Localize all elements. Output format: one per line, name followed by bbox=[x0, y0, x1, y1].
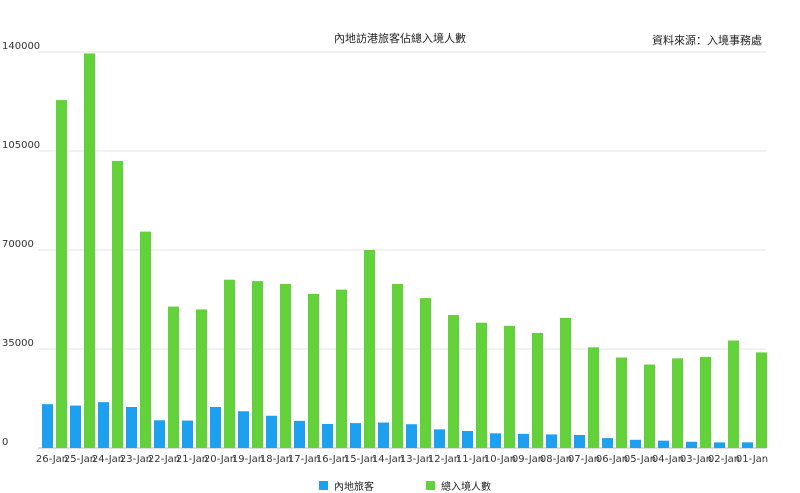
bar-total bbox=[364, 250, 375, 448]
legend-item-total: 總入境人數 bbox=[426, 478, 491, 493]
bar-total bbox=[392, 283, 403, 448]
bar-total bbox=[196, 309, 207, 448]
bar-total bbox=[672, 358, 683, 448]
legend-item-mainland: 內地旅客 bbox=[319, 478, 374, 493]
bar-total bbox=[560, 317, 571, 448]
bar-total bbox=[588, 347, 599, 448]
bar-mainland bbox=[546, 434, 557, 448]
bar-total bbox=[168, 306, 179, 448]
bar-mainland bbox=[98, 402, 109, 448]
x-tick-label: 11-Jan bbox=[456, 454, 488, 465]
bar-mainland bbox=[294, 420, 305, 448]
x-tick-label: 10-Jan bbox=[484, 454, 516, 465]
x-tick-label: 19-Jan bbox=[232, 454, 264, 465]
bar-total bbox=[476, 322, 487, 448]
chart-title: 內地訪港旅客佔總入境人數 bbox=[334, 32, 466, 45]
x-tick-label: 14-Jan bbox=[372, 454, 404, 465]
bar-mainland bbox=[350, 423, 361, 448]
bar-total bbox=[644, 364, 655, 448]
bar-mainland bbox=[490, 433, 501, 448]
bar-total bbox=[420, 298, 431, 448]
bar-total bbox=[728, 340, 739, 448]
bar-mainland bbox=[266, 415, 277, 448]
bar-total bbox=[700, 356, 711, 448]
x-tick-label: 26-Jan bbox=[36, 454, 68, 465]
bar-mainland bbox=[406, 424, 417, 448]
y-tick-label: 105000 bbox=[2, 140, 40, 151]
x-tick-label: 07-Jan bbox=[568, 454, 600, 465]
x-tick-label: 06-Jan bbox=[596, 454, 628, 465]
bar-mainland bbox=[322, 423, 333, 448]
y-tick-label: 140000 bbox=[2, 41, 40, 52]
chart-source: 資料來源：入境事務處 bbox=[652, 34, 762, 47]
bar-total bbox=[448, 315, 459, 448]
x-tick-label: 25-Jan bbox=[64, 454, 96, 465]
bar-mainland bbox=[70, 405, 81, 448]
x-tick-label: 05-Jan bbox=[624, 454, 656, 465]
bar-mainland bbox=[518, 433, 529, 448]
legend-label-total: 總入境人數 bbox=[441, 482, 491, 493]
bar-total bbox=[336, 289, 347, 448]
x-tick-label: 17-Jan bbox=[288, 454, 320, 465]
legend-label-mainland: 內地旅客 bbox=[334, 482, 374, 493]
bar-total bbox=[308, 293, 319, 448]
x-tick-label: 15-Jan bbox=[344, 454, 376, 465]
legend-swatch-total bbox=[426, 481, 435, 490]
bar-total bbox=[252, 281, 263, 448]
bar-total bbox=[112, 160, 123, 448]
bar-mainland bbox=[630, 439, 641, 448]
x-tick-label: 18-Jan bbox=[260, 454, 292, 465]
x-tick-label: 04-Jan bbox=[652, 454, 684, 465]
bar-total bbox=[756, 352, 767, 448]
bar-total bbox=[280, 283, 291, 448]
x-tick-label: 13-Jan bbox=[400, 454, 432, 465]
bar-mainland bbox=[574, 434, 585, 448]
x-tick-label: 21-Jan bbox=[176, 454, 208, 465]
x-tick-label: 20-Jan bbox=[204, 454, 236, 465]
x-tick-label: 02-Jan bbox=[708, 454, 740, 465]
bar-mainland bbox=[126, 406, 137, 448]
bar-mainland bbox=[238, 411, 249, 448]
x-tick-label: 24-Jan bbox=[92, 454, 124, 465]
x-tick-label: 09-Jan bbox=[512, 454, 544, 465]
x-tick-label: 23-Jan bbox=[120, 454, 152, 465]
bar-total bbox=[224, 279, 235, 448]
bar-mainland bbox=[742, 442, 753, 448]
x-tick-label: 22-Jan bbox=[148, 454, 180, 465]
y-tick-label: 0 bbox=[2, 437, 8, 448]
x-tick-label: 08-Jan bbox=[540, 454, 572, 465]
legend: 內地旅客 總入境人數 bbox=[0, 478, 800, 493]
x-tick-label: 01-Jan bbox=[736, 454, 768, 465]
bar-mainland bbox=[154, 420, 165, 448]
bar-total bbox=[532, 332, 543, 448]
bar-mainland bbox=[714, 442, 725, 448]
legend-swatch-mainland bbox=[319, 481, 328, 490]
bar-total bbox=[504, 325, 515, 448]
bar-mainland bbox=[182, 420, 193, 448]
bar-total bbox=[140, 231, 151, 448]
bar-mainland bbox=[434, 429, 445, 448]
bar-mainland bbox=[210, 406, 221, 448]
y-tick-label: 70000 bbox=[2, 239, 34, 250]
bar-total bbox=[616, 357, 627, 448]
bar-mainland bbox=[42, 404, 53, 448]
y-tick-label: 35000 bbox=[2, 338, 34, 349]
bar-mainland bbox=[378, 422, 389, 448]
bar-total bbox=[56, 100, 67, 448]
x-tick-label: 16-Jan bbox=[316, 454, 348, 465]
bar-mainland bbox=[462, 431, 473, 448]
x-tick-label: 03-Jan bbox=[680, 454, 712, 465]
bar-mainland bbox=[658, 440, 669, 448]
bar-total bbox=[84, 53, 95, 449]
bar-mainland bbox=[602, 438, 613, 448]
bar-mainland bbox=[686, 441, 697, 448]
x-tick-label: 12-Jan bbox=[428, 454, 460, 465]
